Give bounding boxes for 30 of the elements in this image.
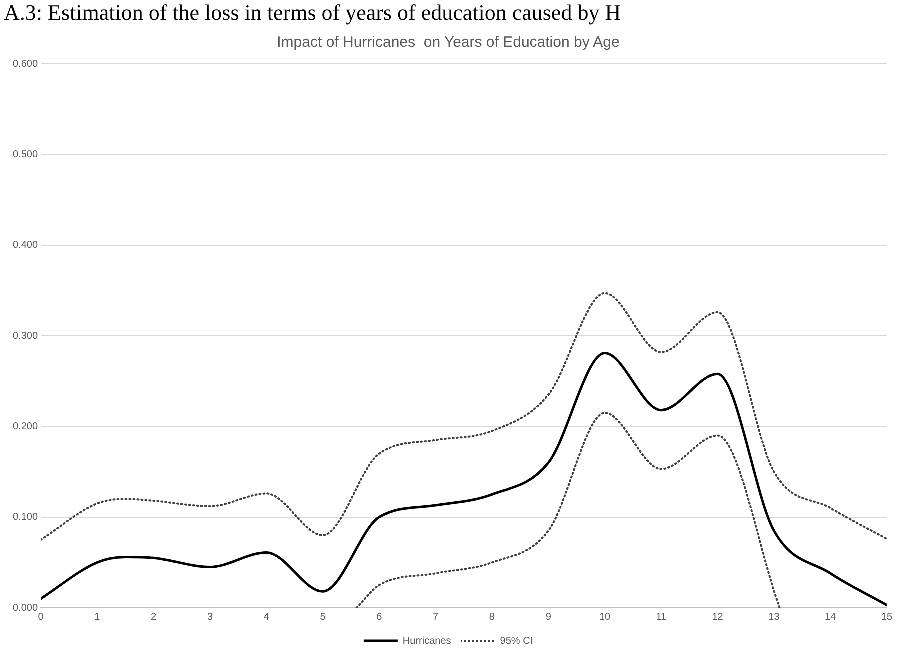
x-tick-label: 1	[94, 612, 101, 623]
y-tick-label: 0.400	[12, 240, 38, 252]
y-tick-label: 0.500	[12, 149, 38, 160]
x-tick-label: 9	[546, 612, 552, 623]
y-tick-label: 0.300	[12, 330, 38, 342]
x-tick-label: 15	[881, 612, 893, 623]
x-tick-label: 12	[712, 612, 724, 623]
x-tick-label: 4	[264, 612, 270, 623]
y-tick-label: 0.600	[12, 58, 38, 70]
x-tick-label: 13	[768, 612, 780, 623]
x-tick-label: 3	[207, 612, 214, 623]
x-tick-label: 5	[320, 612, 326, 623]
x-tick-label: 11	[656, 612, 668, 623]
line-series	[356, 412, 781, 608]
y-tick-label: 0.100	[12, 512, 38, 524]
x-tick-label: 0	[38, 612, 44, 623]
line-series	[41, 352, 887, 607]
x-tick-label: 10	[599, 612, 612, 623]
text: A.3: Estimation of the loss in terms of years of education caused by H	[3, 0, 622, 26]
legend-label: 95% CI	[500, 636, 534, 647]
x-tick-label: 2	[151, 612, 158, 623]
x-tick-label: 7	[433, 612, 440, 623]
y-tick-label: 0.000	[12, 602, 38, 614]
x-tick-label: 8	[489, 612, 496, 623]
legend-label: Hurricanes	[402, 636, 452, 647]
chart-title: Impact of Hurricanes on Years of Education by Age	[277, 34, 620, 52]
x-tick-label: 14	[825, 612, 837, 623]
x-tick-label: 6	[376, 612, 383, 623]
y-tick-label: 0.200	[12, 421, 38, 432]
line-series	[41, 292, 887, 541]
